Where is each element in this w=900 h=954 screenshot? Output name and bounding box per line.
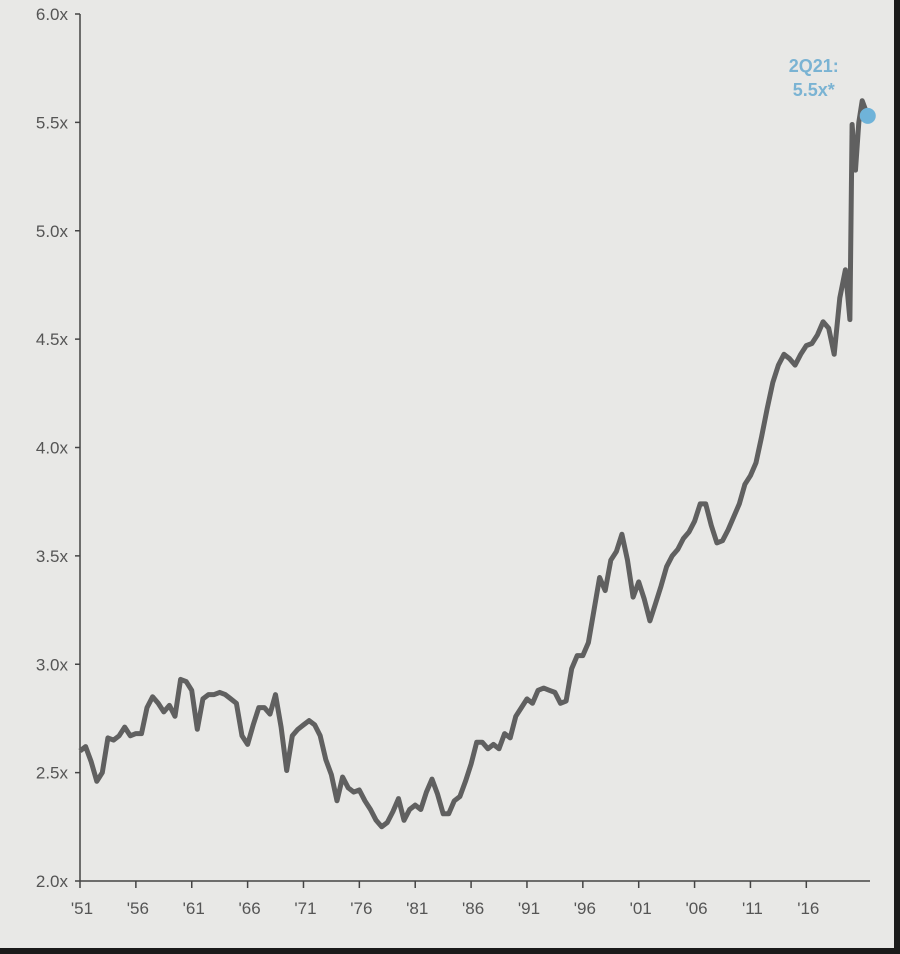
y-tick-label: 5.0x bbox=[36, 222, 69, 241]
y-tick-label: 2.0x bbox=[36, 872, 69, 891]
x-tick-label: '56 bbox=[127, 899, 149, 918]
y-tick-label: 3.5x bbox=[36, 547, 69, 566]
y-tick-label: 4.5x bbox=[36, 330, 69, 349]
axes bbox=[75, 13, 870, 888]
x-tick-label: '11 bbox=[742, 899, 763, 918]
x-tick-label: '81 bbox=[406, 899, 428, 918]
y-tick-label: 2.5x bbox=[36, 764, 69, 783]
latest-point-marker bbox=[859, 107, 876, 124]
x-tick-label: '01 bbox=[630, 899, 652, 918]
series-line bbox=[78, 98, 871, 830]
x-tick-label: '86 bbox=[462, 899, 484, 918]
x-tick-label: '76 bbox=[350, 899, 372, 918]
x-tick-label: '96 bbox=[574, 899, 596, 918]
x-tick-label: '91 bbox=[518, 899, 540, 918]
x-tick-label: '66 bbox=[239, 899, 261, 918]
x-tick-label: '61 bbox=[183, 899, 205, 918]
y-tick-label: 3.0x bbox=[36, 655, 69, 674]
x-tick-label: '06 bbox=[685, 899, 707, 918]
annotation-label-period: 2Q21: bbox=[789, 56, 839, 76]
tick-labels: 2.0x 2.5x 3.0x 3.5x 4.0x 4.5x 5.0x 5.5x 6.0x '51 '… bbox=[36, 5, 820, 918]
y-tick-label: 5.5x bbox=[36, 113, 69, 132]
x-tick-label: '71 bbox=[294, 899, 316, 918]
x-tick-label: '51 bbox=[71, 899, 93, 918]
annotation-label-value: 5.5x* bbox=[793, 80, 835, 100]
x-tick-label: '16 bbox=[797, 899, 819, 918]
y-tick-label: 4.0x bbox=[36, 439, 69, 458]
y-tick-label: 6.0x bbox=[36, 5, 69, 24]
